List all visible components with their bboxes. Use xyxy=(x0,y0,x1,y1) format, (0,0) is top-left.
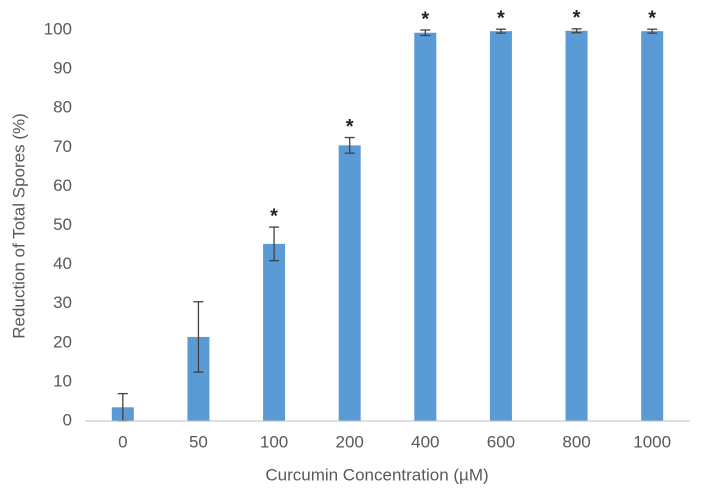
significance-mark: * xyxy=(648,7,656,29)
x-tick-label: 100 xyxy=(260,432,288,451)
bar xyxy=(338,145,361,421)
error-bar xyxy=(193,301,204,373)
error-bar xyxy=(420,29,431,37)
y-tick-label: 100 xyxy=(44,19,72,38)
y-tick-label: 90 xyxy=(53,59,72,78)
y-tick-label: 10 xyxy=(53,371,72,390)
x-tick-label: 800 xyxy=(562,432,590,451)
significance-mark: * xyxy=(346,116,354,138)
y-tick-label: 30 xyxy=(53,293,72,312)
y-tick-label: 40 xyxy=(53,254,72,273)
bar xyxy=(641,31,664,421)
x-tick-label: 400 xyxy=(411,432,439,451)
y-tick-label: 50 xyxy=(53,215,72,234)
error-bar xyxy=(647,28,658,34)
significance-mark: * xyxy=(497,7,505,29)
bar xyxy=(489,31,512,421)
x-tick-label: 0 xyxy=(118,432,127,451)
y-tick-label: 0 xyxy=(63,410,72,429)
significance-mark: * xyxy=(270,205,278,227)
y-tick-label: 60 xyxy=(53,176,72,195)
y-tick-label: 80 xyxy=(53,98,72,117)
y-tick-label: 70 xyxy=(53,137,72,156)
error-bar xyxy=(269,226,280,262)
x-tick-label: 200 xyxy=(336,432,364,451)
x-tick-label: 50 xyxy=(189,432,208,451)
bar xyxy=(414,32,437,421)
significance-mark: * xyxy=(573,7,581,29)
y-axis-title: Reduction of Total Spores (%) xyxy=(9,113,28,339)
bar xyxy=(565,30,588,421)
x-axis-title: Curcumin Concentration (µM) xyxy=(265,465,488,484)
x-tick-label: 1000 xyxy=(633,432,671,451)
error-bar xyxy=(344,136,355,154)
bar xyxy=(187,336,210,421)
bar xyxy=(263,243,286,421)
error-bar xyxy=(571,28,582,34)
error-bar xyxy=(495,28,506,34)
x-tick-label: 600 xyxy=(487,432,515,451)
significance-mark: * xyxy=(421,8,429,30)
y-tick-label: 20 xyxy=(53,332,72,351)
